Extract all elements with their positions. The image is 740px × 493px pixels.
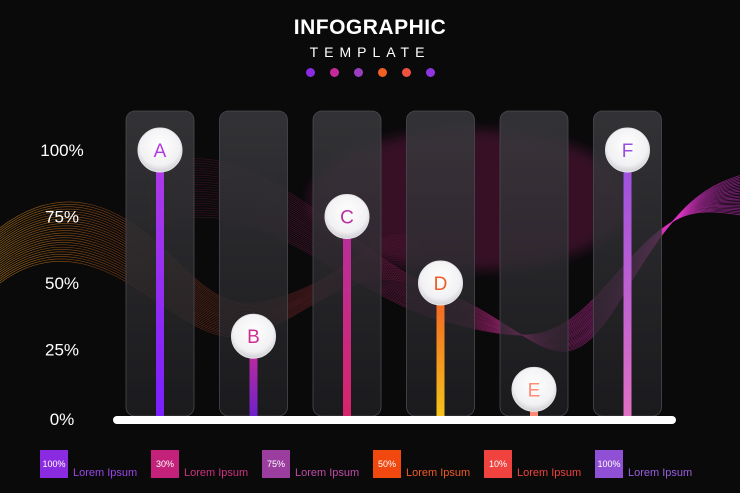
bar-marker-C: [324, 194, 370, 239]
bar-label-F: F: [622, 141, 634, 162]
bar-marker-E: [511, 366, 557, 412]
legend-label: Lorem Ipsum: [406, 467, 471, 479]
bar-C: [343, 216, 351, 416]
title-dots: [0, 68, 740, 77]
bar-label-C: C: [340, 208, 354, 229]
legend-value-box: 50%: [373, 450, 401, 478]
y-axis: 0% 25% 50% 75% 100%: [40, 141, 83, 429]
bar-markers: A B C D E F: [137, 127, 650, 412]
bar-F: [623, 150, 632, 416]
bar-label-E: E: [528, 380, 541, 401]
baseline: [113, 416, 676, 424]
bar-label-B: B: [247, 327, 260, 348]
legend-value-box: 30%: [151, 450, 179, 478]
legend-label: Lorem Ipsum: [517, 467, 582, 479]
bar-marker-B: [231, 313, 276, 359]
bar-D: [436, 283, 445, 416]
y-tick-label: 25%: [45, 341, 79, 360]
legend-value-box: 10%: [484, 450, 512, 478]
bar-A: [156, 150, 164, 416]
page-subtitle: TEMPLATE: [309, 44, 431, 60]
title-dot-6: [425, 68, 435, 77]
legend-value-box: 100%: [595, 450, 623, 478]
legend-label: Lorem Ipsum: [295, 467, 360, 479]
legend-label: Lorem Ipsum: [73, 467, 138, 479]
bar-label-D: D: [434, 274, 448, 295]
legend-label: Lorem Ipsum: [628, 467, 693, 479]
y-tick-label: 75%: [45, 208, 79, 227]
bar-marker-A: [137, 127, 183, 173]
y-tick-label: 100%: [40, 141, 83, 160]
y-tick-label: 50%: [45, 274, 79, 293]
page-title: INFOGRAPHIC: [293, 16, 447, 39]
title-dot-1: [305, 68, 315, 77]
bar-B: [249, 336, 258, 416]
legend-value-box: 75%: [262, 450, 290, 478]
bar-marker-F: [605, 127, 650, 173]
legend-value-box: 100%: [40, 450, 68, 478]
y-tick-label: 0%: [50, 410, 75, 429]
title-dot-2: [329, 68, 339, 77]
bar-marker-D: [418, 260, 463, 306]
title-dot-5: [401, 68, 411, 77]
legend-label: Lorem Ipsum: [184, 467, 249, 479]
bar-label-A: A: [154, 141, 167, 162]
title-dot-3: [353, 68, 363, 77]
title-dot-4: [377, 68, 387, 77]
